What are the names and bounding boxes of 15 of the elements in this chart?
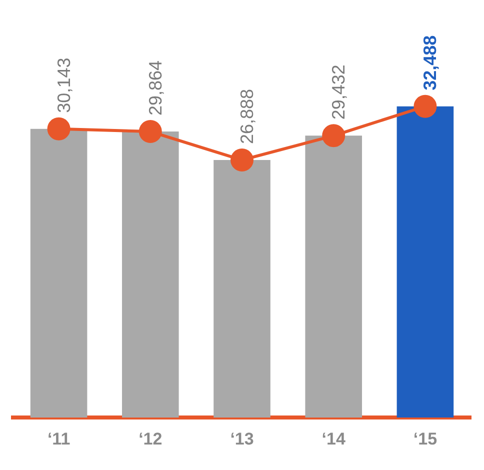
x-tick-label: ‘13 (230, 429, 254, 448)
data-label: 29,864 (145, 60, 166, 116)
point (138, 120, 162, 144)
data-label: 29,432 (328, 64, 349, 120)
point (414, 94, 437, 118)
x-tick-label: ‘15 (413, 429, 438, 448)
point (230, 148, 254, 172)
x-tick-label: ‘12 (138, 429, 162, 448)
x-tick-label: ‘14 (322, 429, 346, 448)
x-tick-label: ‘11 (47, 429, 70, 448)
data-label: 32,488 (420, 35, 440, 90)
point (322, 124, 346, 148)
point (47, 117, 70, 140)
data-label: 30,143 (54, 58, 74, 113)
data-label: 26,888 (236, 88, 257, 144)
